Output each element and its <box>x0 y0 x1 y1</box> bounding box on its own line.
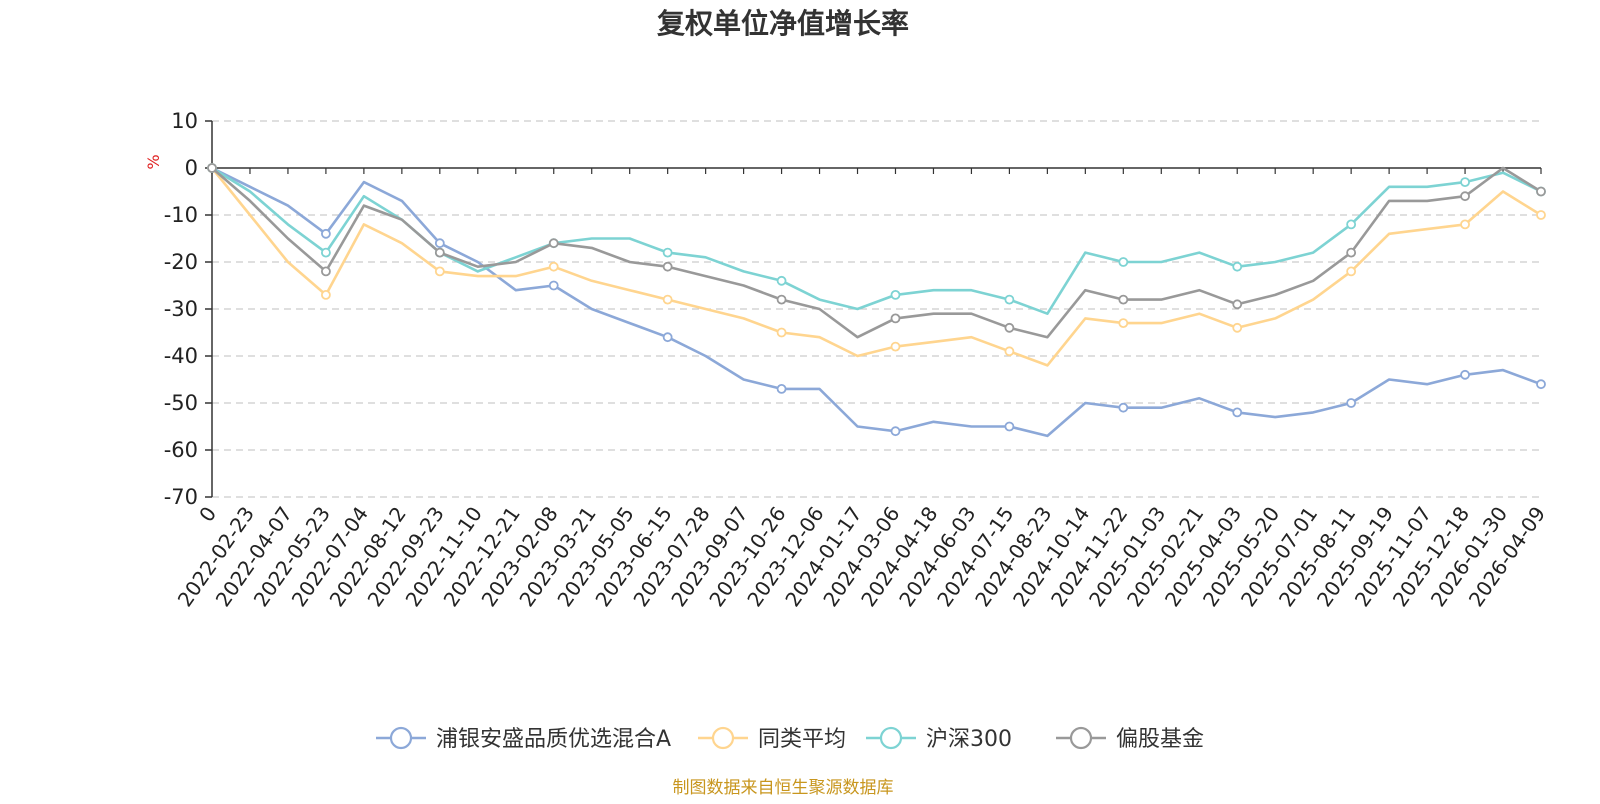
series-1-point <box>1460 219 1470 230</box>
series-1-point <box>1536 210 1546 220</box>
y-tick-label: -10 <box>164 203 198 227</box>
series-1-point <box>548 261 559 272</box>
axes: 100-10-20-30-40-50-60-7002022-02-232022-… <box>164 109 1550 611</box>
series-2-point <box>1232 261 1243 272</box>
series-1-point <box>321 289 331 300</box>
series-3-point <box>1118 294 1129 305</box>
gridlines <box>212 120 1541 498</box>
series-1-point <box>890 341 901 352</box>
series-3-point <box>1460 191 1470 202</box>
series-3-point <box>1232 299 1243 310</box>
series-2-point <box>1346 219 1357 230</box>
series-0-point <box>1004 421 1015 432</box>
series-0-point <box>1346 398 1357 408</box>
y-tick-label: 0 <box>185 156 198 180</box>
y-tick-label: -70 <box>164 485 198 509</box>
series-3-point <box>776 294 787 305</box>
series-0-point <box>548 280 559 291</box>
series-2-point <box>1004 294 1015 305</box>
series-0-point <box>1460 369 1470 380</box>
legend-marker-1 <box>711 726 735 750</box>
series-0-point <box>1118 402 1129 413</box>
y-tick-label: -50 <box>164 391 198 415</box>
series-1-point <box>662 294 673 305</box>
series-0-point <box>434 238 445 249</box>
series-1-point <box>776 327 787 338</box>
series-3-point <box>548 238 559 249</box>
y-axis-unit: % <box>144 154 163 169</box>
series-1-point <box>434 266 445 277</box>
series-0-point <box>890 426 901 437</box>
series-1-point <box>1232 322 1243 333</box>
series-3-point <box>1536 186 1546 197</box>
y-tick-label: -30 <box>164 297 198 321</box>
series-1-point <box>1346 266 1357 277</box>
series-1-point <box>1004 346 1015 357</box>
legend-marker-2 <box>879 726 903 750</box>
series-3-point <box>662 261 673 272</box>
y-tick-label: -60 <box>164 438 198 462</box>
legend-label-2: 沪深300 <box>926 727 1012 752</box>
series-3-point <box>890 313 901 324</box>
chart-title: 复权单位净值增长率 <box>657 7 909 40</box>
series-0-point <box>321 228 331 239</box>
series-3-point <box>1004 322 1015 333</box>
series-2-point <box>1460 177 1470 188</box>
legend[interactable]: 浦银安盛品质优选混合A 同类平均 沪深300 偏股基金 <box>376 726 1204 752</box>
series-3-point <box>1346 247 1357 258</box>
series-line-0 <box>211 166 1542 438</box>
y-tick-label: -40 <box>164 344 198 368</box>
y-tick-label: -20 <box>164 250 198 274</box>
series-3-point <box>434 247 445 258</box>
series-3-point <box>321 266 331 277</box>
y-tick-label: 10 <box>171 109 198 133</box>
series-line-3 <box>211 166 1542 339</box>
series-2-point <box>1118 257 1129 267</box>
legend-label-1: 同类平均 <box>758 727 846 752</box>
legend-marker-0 <box>389 726 413 750</box>
series-2-point <box>662 247 673 258</box>
legend-label-0: 浦银安盛品质优选混合A <box>436 727 671 752</box>
legend-item-3[interactable]: 偏股基金 <box>1056 726 1204 752</box>
legend-label-3: 偏股基金 <box>1116 727 1204 752</box>
series-0-point <box>1536 379 1546 390</box>
data-source-note: 制图数据来自恒生聚源数据库 <box>673 778 894 798</box>
series-2-point <box>776 275 787 286</box>
series-0-point <box>662 332 673 343</box>
legend-item-1[interactable]: 同类平均 <box>698 726 846 752</box>
x-tick-label: 0 <box>194 502 221 526</box>
series-lines <box>207 163 1546 438</box>
legend-item-2[interactable]: 沪深300 <box>866 726 1012 752</box>
series-2-point <box>890 289 901 300</box>
series-0-point <box>1232 407 1243 418</box>
series-line-1 <box>210 167 1542 367</box>
series-line-2 <box>211 166 1542 316</box>
legend-marker-3 <box>1069 726 1093 750</box>
series-1-point <box>1118 318 1129 329</box>
series-0-point <box>776 383 787 394</box>
series-3-point <box>207 163 217 173</box>
legend-item-0[interactable]: 浦银安盛品质优选混合A <box>376 726 671 752</box>
series-2-point <box>321 247 331 258</box>
